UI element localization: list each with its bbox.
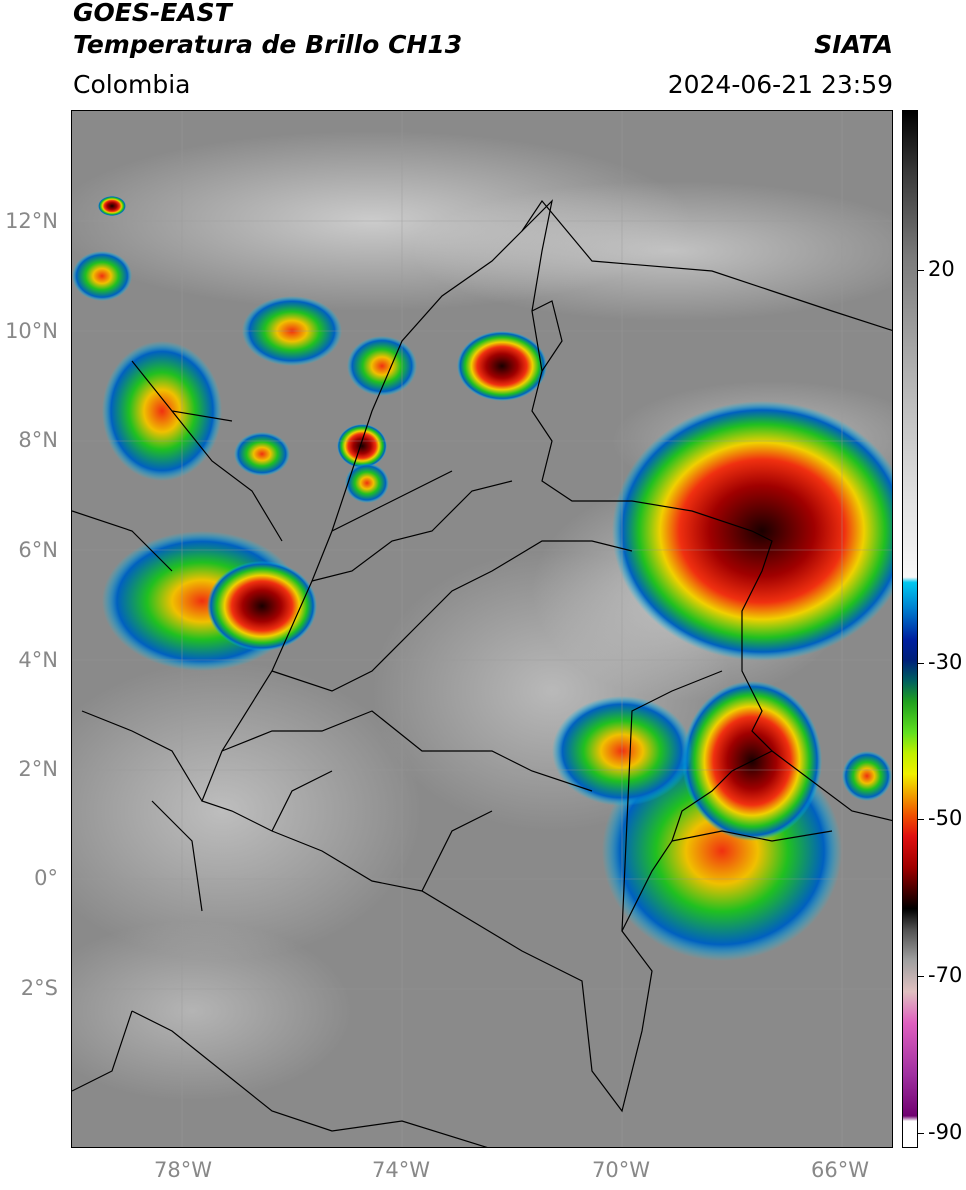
lat-label-10n: 10°N <box>5 319 58 343</box>
lon-label-66w: 66°W <box>811 1158 869 1182</box>
lat-label-0: 0° <box>34 866 58 890</box>
colorbar-label-minus70: -70 <box>928 963 963 987</box>
lat-label-4n: 4°N <box>18 648 58 672</box>
colorbar <box>902 110 918 1148</box>
satellite-map[interactable] <box>71 110 893 1148</box>
lat-label-8n: 8°N <box>18 428 58 452</box>
lon-label-74w: 74°W <box>372 1158 430 1182</box>
lat-label-2n: 2°N <box>18 757 58 781</box>
datetime-label: 2024-06-21 23:59 <box>667 70 893 99</box>
gridlines <box>72 111 892 1147</box>
product-title: Temperatura de Brillo CH13 <box>73 30 463 59</box>
satellite-title: GOES-EAST <box>73 0 232 27</box>
region-label: Colombia <box>73 70 191 99</box>
colorbar-label-minus30: -30 <box>928 650 963 674</box>
lon-label-78w: 78°W <box>154 1158 212 1182</box>
colorbar-label-minus50: -50 <box>928 806 963 830</box>
colorbar-label-20: 20 <box>928 257 955 281</box>
map-canvas <box>72 111 892 1147</box>
lat-label-6n: 6°N <box>18 538 58 562</box>
borders <box>72 199 892 1147</box>
colorbar-label-minus90: -90 <box>928 1120 963 1144</box>
lat-label-2s: 2°S <box>20 976 58 1000</box>
organization-label: SIATA <box>814 30 893 59</box>
lon-label-70w: 70°W <box>592 1158 650 1182</box>
lat-label-12n: 12°N <box>5 209 58 233</box>
